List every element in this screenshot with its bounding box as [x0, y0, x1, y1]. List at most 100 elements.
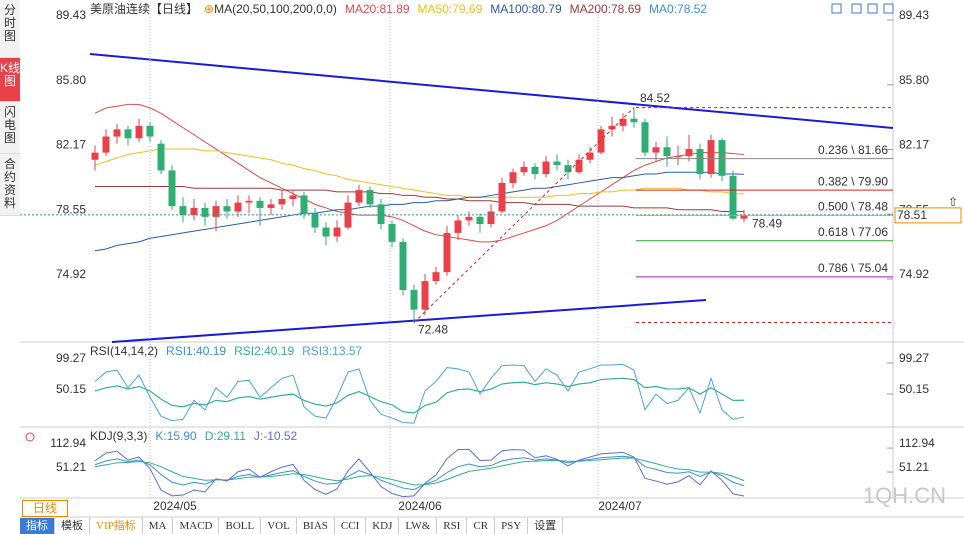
y-tick-label: 99.27	[899, 351, 929, 365]
indicator-title: RSI(14,14,2)	[90, 344, 158, 358]
candle-body	[597, 129, 605, 153]
indicator-line	[94, 377, 745, 414]
indicator-tab[interactable]: PSY	[495, 518, 529, 534]
candle-body	[102, 136, 110, 153]
y-tick-label: 112.94	[899, 436, 935, 450]
candle-body	[190, 207, 198, 216]
candle-body	[399, 241, 407, 291]
price-header: 美原油连续【日线】 ⊕MA(20,50,100,200,0,0) MA20:81.8…	[90, 1, 707, 16]
indicator-line	[94, 363, 745, 424]
indicator-tab[interactable]: BIAS	[297, 518, 335, 534]
candle-body	[575, 159, 583, 173]
indicator-tab[interactable]: VIP指标	[90, 518, 143, 534]
indicator-line	[94, 103, 745, 243]
settings-icon[interactable]	[25, 432, 35, 442]
candle-body	[234, 202, 242, 212]
indicator-tab[interactable]: RSI	[437, 518, 468, 534]
period-selector[interactable]: 日线	[22, 500, 68, 517]
candle-body	[289, 195, 297, 200]
candle-body	[168, 170, 176, 207]
candle-body	[388, 223, 396, 242]
icon[interactable]	[851, 3, 862, 14]
last-price-tag	[894, 207, 962, 224]
last-price-label: 78.51	[897, 208, 927, 222]
candle-body	[124, 129, 132, 139]
legend-entry: MA20:81.89	[345, 2, 410, 16]
candle-body	[91, 152, 99, 160]
candle-body	[421, 281, 429, 310]
legend-entry: RSI3:13.57	[302, 344, 362, 358]
time-label: 2024/07	[598, 499, 642, 513]
background	[20, 0, 964, 534]
kdj-header: KDJ(9,3,3) K:15.90 D:29.11 J:-10.52	[90, 429, 298, 443]
candle-body	[674, 156, 682, 158]
sidebar-tab[interactable]: K线图	[0, 58, 20, 102]
price-annotation: 72.48	[418, 323, 448, 337]
candle-body	[487, 211, 495, 224]
y-tick-label: 82.17	[899, 138, 929, 152]
indicator-tab[interactable]: LW&	[399, 518, 438, 534]
price-annotation: 84.52	[640, 91, 670, 105]
sidebar-tab[interactable]: 合约资料	[0, 154, 20, 216]
indicator-label: MA(20,50,100,200,0,0)	[214, 2, 337, 16]
candle-body	[245, 200, 253, 203]
legend-entry: D:29.11	[205, 429, 246, 443]
indicator-tab[interactable]: KDJ	[366, 518, 400, 534]
sidebar-tab[interactable]: 闪电图	[0, 102, 20, 154]
candle-body	[223, 206, 231, 212]
indicator-tab[interactable]: 设置	[528, 518, 564, 534]
y-tick-label: 51.21	[899, 460, 929, 474]
time-label: 2024/06	[398, 499, 442, 513]
candle-body	[630, 118, 638, 123]
add-icon[interactable]: ⊕	[204, 2, 214, 16]
candle-body	[267, 204, 275, 208]
indicator-line	[94, 455, 745, 491]
y-tick-label: 50.15	[56, 382, 86, 396]
icon[interactable]	[831, 3, 842, 14]
indicator-tab[interactable]: BOLL	[219, 518, 262, 534]
candle-body	[432, 272, 440, 282]
y-tick-label: 78.55	[56, 202, 86, 216]
indicator-tab[interactable]: 指标	[20, 518, 55, 534]
indicator-line	[94, 148, 745, 198]
time-label: 2024/05	[153, 499, 197, 513]
y-tick-label: 51.21	[56, 460, 86, 474]
candle-body	[179, 206, 187, 216]
candle-body	[553, 161, 561, 166]
indicator-tab[interactable]: MA	[143, 518, 174, 534]
indicator-line	[94, 457, 745, 486]
y-tick-label: 74.92	[56, 267, 86, 281]
indicator-tab[interactable]: 模板	[55, 518, 90, 534]
y-tick-label: 99.27	[56, 351, 86, 365]
candle-body	[509, 172, 517, 183]
watermark: 1QH.CN	[863, 483, 946, 508]
candle-body	[498, 182, 506, 212]
candle-body	[146, 125, 154, 137]
candle-body	[443, 232, 451, 273]
legend-entry: J:-10.52	[254, 429, 298, 443]
candle-body	[201, 207, 209, 217]
candle-body	[542, 161, 550, 175]
legend-entry: MA50:79.69	[418, 2, 483, 16]
candle-body	[366, 190, 374, 205]
candle-body	[410, 290, 418, 310]
candle-body	[531, 166, 539, 175]
candle-body	[113, 129, 121, 137]
instrument-title: 美原油连续【日线】	[90, 1, 198, 16]
sidebar-tab[interactable]: 分时图	[0, 0, 20, 58]
indicator-tab[interactable]: VOL	[261, 518, 297, 534]
legend-entry: RSI2:40.19	[234, 344, 294, 358]
indicator-tab[interactable]: MACD	[173, 518, 220, 534]
y-tick-label: 82.17	[56, 138, 86, 152]
candle-body	[300, 195, 308, 214]
indicator-line	[94, 171, 745, 252]
icon[interactable]	[867, 3, 878, 14]
fib-label: 0.500 \ 78.48	[818, 200, 888, 214]
y-tick-label: 85.80	[899, 73, 929, 87]
indicator-tab[interactable]: CCI	[335, 518, 367, 534]
candle-body	[685, 149, 693, 157]
indicator-tab[interactable]: CR	[467, 518, 496, 534]
icon[interactable]	[883, 3, 894, 14]
fib-label: 0.382 \ 79.90	[818, 174, 888, 188]
